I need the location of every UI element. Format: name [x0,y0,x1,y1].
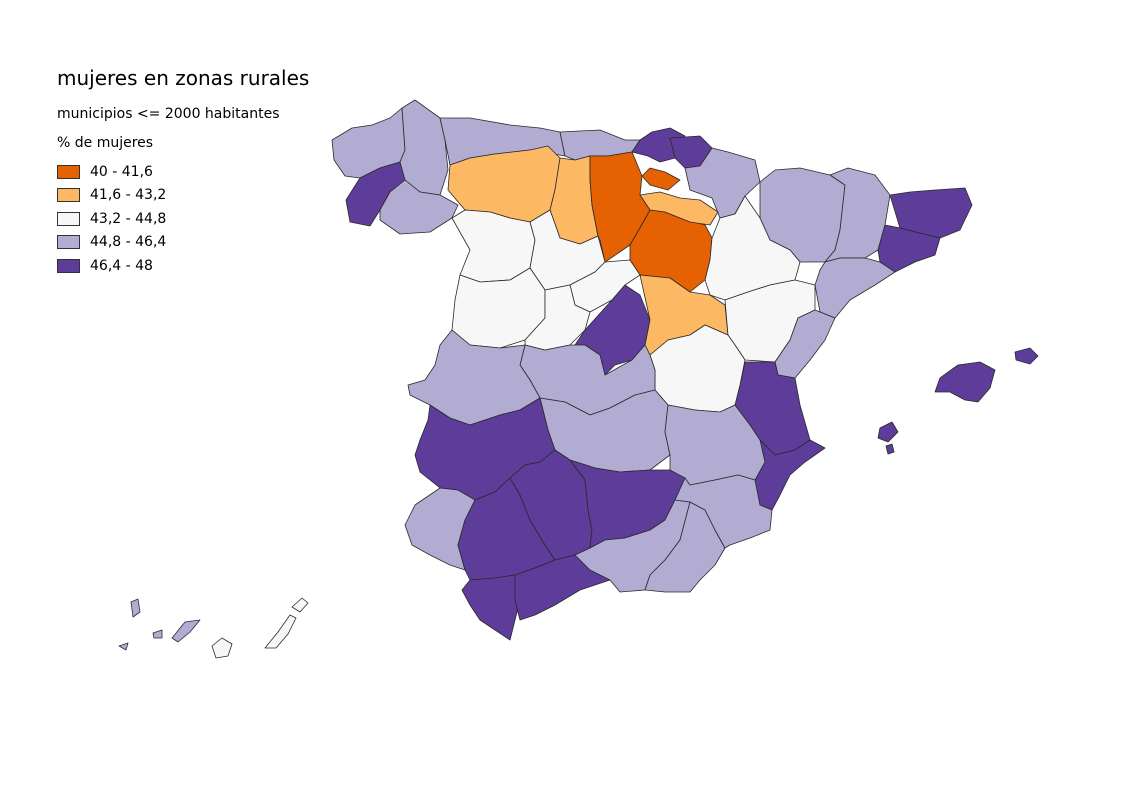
island-menorca[interactable] [1014,347,1039,365]
province-alava[interactable] [641,167,681,191]
province-la-rioja[interactable] [639,191,719,226]
legend-swatch [57,235,80,250]
legend-label: 44,8 - 46,4 [90,234,167,251]
province-castellon[interactable] [774,309,836,379]
map-title: mujeres en zonas rurales [57,66,310,90]
legend-swatch [57,164,80,179]
island-formentera[interactable] [885,443,895,455]
legend-item: 43,2 - 44,8 [57,207,166,231]
province-cadiz[interactable] [461,574,521,641]
island-mallorca[interactable] [934,361,996,403]
island-ibiza[interactable] [877,421,899,443]
legend-item: 41,6 - 43,2 [57,184,166,208]
island-gran-canaria[interactable] [211,637,233,659]
legend-swatch [57,188,80,203]
province-malaga[interactable] [514,554,611,621]
legend-swatch [57,211,80,226]
island-tenerife[interactable] [171,619,201,643]
legend-label: 46,4 - 48 [90,257,153,274]
island-lanzarote[interactable] [291,597,309,613]
legend-label: 43,2 - 44,8 [90,210,167,227]
legend-item: 46,4 - 48 [57,254,166,278]
legend-item: 44,8 - 46,4 [57,231,166,255]
map-subtitle: municipios <= 2000 habitantes [57,106,280,122]
province-barcelona[interactable] [877,224,941,273]
province-zamora[interactable] [451,209,536,283]
legend-title: % de mujeres [57,135,154,151]
legend: 40 - 41,6 41,6 - 43,2 43,2 - 44,8 44,8 -… [57,160,166,278]
island-la-gomera[interactable] [152,629,163,639]
province-tarragona[interactable] [814,257,896,319]
legend-label: 40 - 41,6 [90,163,153,180]
island-la-palma[interactable] [130,598,141,618]
island-fuerteventura[interactable] [264,614,297,649]
legend-swatch [57,258,80,273]
legend-item: 40 - 41,6 [57,160,166,184]
legend-label: 41,6 - 43,2 [90,187,167,204]
province-murcia[interactable] [674,474,773,549]
island-el-hierro[interactable] [118,642,129,651]
province-lugo[interactable] [399,99,449,196]
